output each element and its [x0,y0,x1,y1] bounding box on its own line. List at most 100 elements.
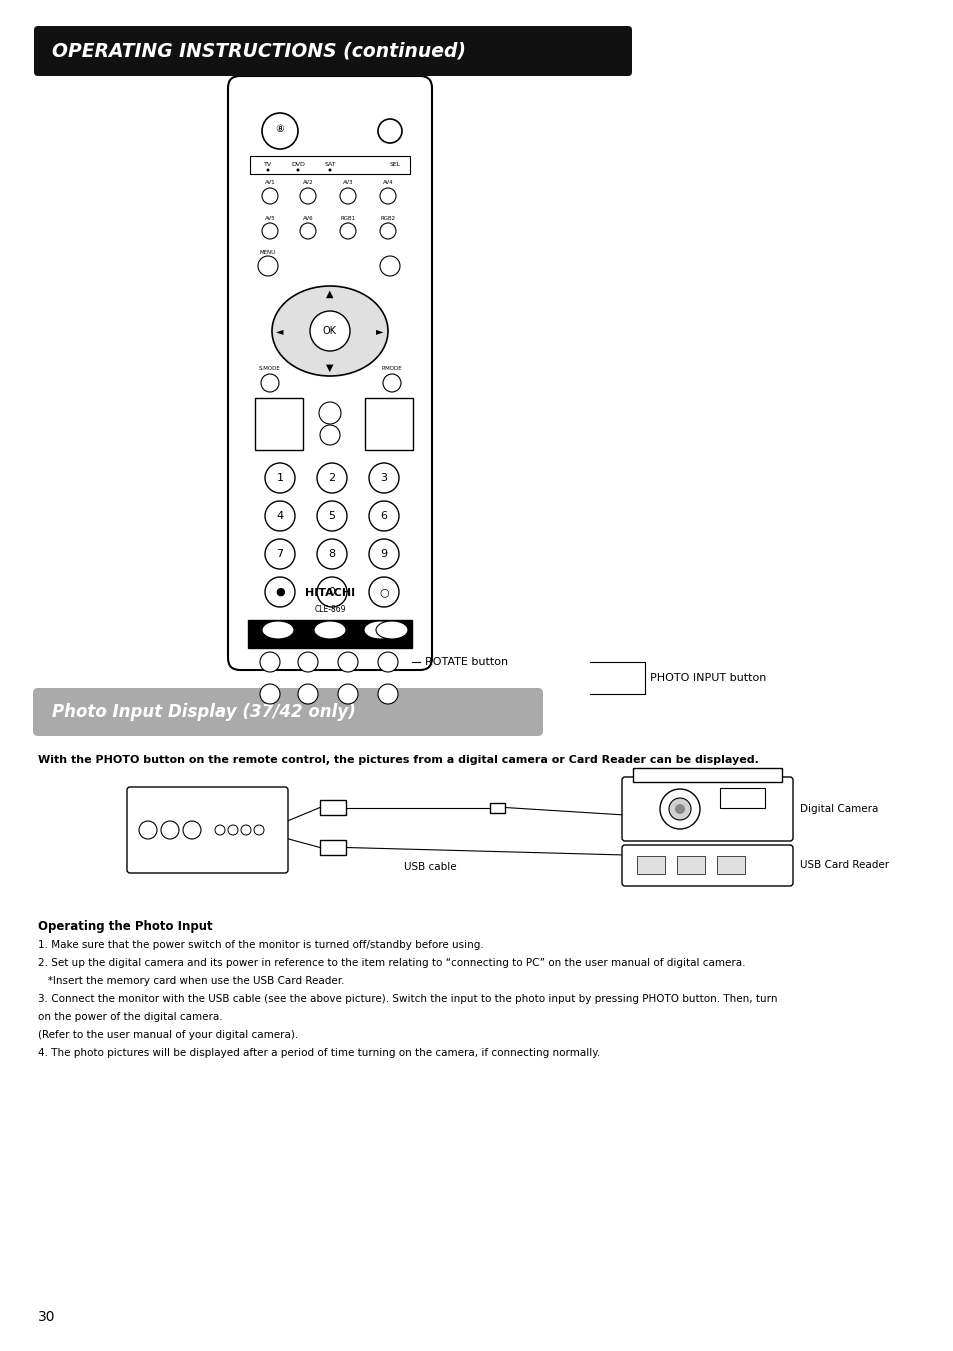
Circle shape [377,684,397,704]
Text: 30: 30 [38,1310,55,1324]
Circle shape [297,653,317,671]
Text: +: + [274,399,284,412]
Circle shape [675,804,684,815]
Circle shape [668,798,690,820]
Text: PHOTO button: PHOTO button [424,689,504,698]
Circle shape [316,463,347,493]
Text: AV4: AV4 [382,181,393,185]
Text: Photo Input Display (37/42 only): Photo Input Display (37/42 only) [52,703,355,721]
Circle shape [257,255,277,276]
Circle shape [260,684,280,704]
Circle shape [260,653,280,671]
Bar [319,800,346,815]
Text: USB Card Reader: USB Card Reader [800,861,888,870]
Circle shape [339,223,355,239]
Circle shape [379,255,399,276]
Bar [365,399,413,450]
Circle shape [253,825,264,835]
Text: USB cable: USB cable [403,862,456,871]
Circle shape [261,374,278,392]
Text: CLE-869: CLE-869 [314,604,345,613]
Text: ▶: ▶ [330,844,335,851]
Text: 5: 5 [328,511,335,521]
Text: HITACHI: HITACHI [305,588,355,598]
Text: 8: 8 [328,549,335,559]
Ellipse shape [364,621,395,639]
Circle shape [183,821,201,839]
Circle shape [262,223,277,239]
Circle shape [299,188,315,204]
Text: ▶: ▶ [330,804,335,811]
Text: AV5: AV5 [264,216,275,220]
Text: TV: TV [264,162,272,168]
Circle shape [379,223,395,239]
Circle shape [214,825,225,835]
Circle shape [161,821,179,839]
Text: OPERATING INSTRUCTIONS (continued): OPERATING INSTRUCTIONS (continued) [52,42,465,61]
Circle shape [265,577,294,607]
Text: DVD: DVD [291,162,305,168]
Text: 2: 2 [328,473,335,484]
Text: 3. Connect the monitor with the USB cable (see the above picture). Switch the in: 3. Connect the monitor with the USB cabl… [38,994,777,1004]
Text: S.MODE: S.MODE [259,366,280,372]
Text: *Insert the memory card when use the USB Card Reader.: *Insert the memory card when use the USB… [38,975,344,986]
FancyBboxPatch shape [127,788,288,873]
Circle shape [262,188,277,204]
Text: +: + [383,399,394,412]
Circle shape [369,463,398,493]
Text: SAT: SAT [324,162,335,168]
FancyBboxPatch shape [34,26,631,76]
Circle shape [379,188,395,204]
Text: Operating the Photo Input: Operating the Photo Input [38,920,213,934]
Circle shape [339,188,355,204]
Text: ◄: ◄ [276,326,283,336]
Bar [637,857,664,874]
Ellipse shape [262,621,294,639]
Circle shape [228,825,237,835]
Circle shape [377,653,397,671]
FancyBboxPatch shape [621,844,792,886]
Bar [720,788,764,808]
Text: 1. Make sure that the power switch of the monitor is turned off/standby before u: 1. Make sure that the power switch of th… [38,940,483,950]
Text: AV3: AV3 [342,181,353,185]
Ellipse shape [375,621,408,639]
Text: ▼: ▼ [326,363,334,373]
Circle shape [316,539,347,569]
Text: 1: 1 [276,473,283,484]
FancyBboxPatch shape [621,777,792,842]
Text: AV2: AV2 [302,181,313,185]
Text: ▲: ▲ [326,289,334,299]
Circle shape [369,539,398,569]
Text: 0: 0 [328,586,335,597]
Text: 2. Set up the digital camera and its power in reference to the item relating to : 2. Set up the digital camera and its pow… [38,958,744,969]
Circle shape [241,825,251,835]
Text: 9: 9 [380,549,387,559]
Circle shape [328,169,331,172]
Text: ROTATE button: ROTATE button [424,657,508,667]
Circle shape [369,577,398,607]
Text: -: - [276,435,281,447]
Text: RGB2: RGB2 [380,216,395,220]
Text: RGB1: RGB1 [340,216,355,220]
Circle shape [299,223,315,239]
Circle shape [316,501,347,531]
Circle shape [265,501,294,531]
Circle shape [297,684,317,704]
Text: 4: 4 [276,511,283,521]
Circle shape [262,113,297,149]
Circle shape [319,426,339,444]
Circle shape [377,119,401,143]
Text: MENU: MENU [259,250,275,254]
Ellipse shape [272,286,388,376]
Text: ►: ► [375,326,383,336]
Circle shape [318,403,340,424]
Bar [248,620,412,648]
Circle shape [659,789,700,830]
Circle shape [337,653,357,671]
Text: AV6: AV6 [302,216,313,220]
Circle shape [265,463,294,493]
Text: on the power of the digital camera.: on the power of the digital camera. [38,1012,222,1021]
Text: PHOTO INPUT button: PHOTO INPUT button [649,673,765,684]
Bar [677,857,704,874]
FancyBboxPatch shape [228,76,432,670]
